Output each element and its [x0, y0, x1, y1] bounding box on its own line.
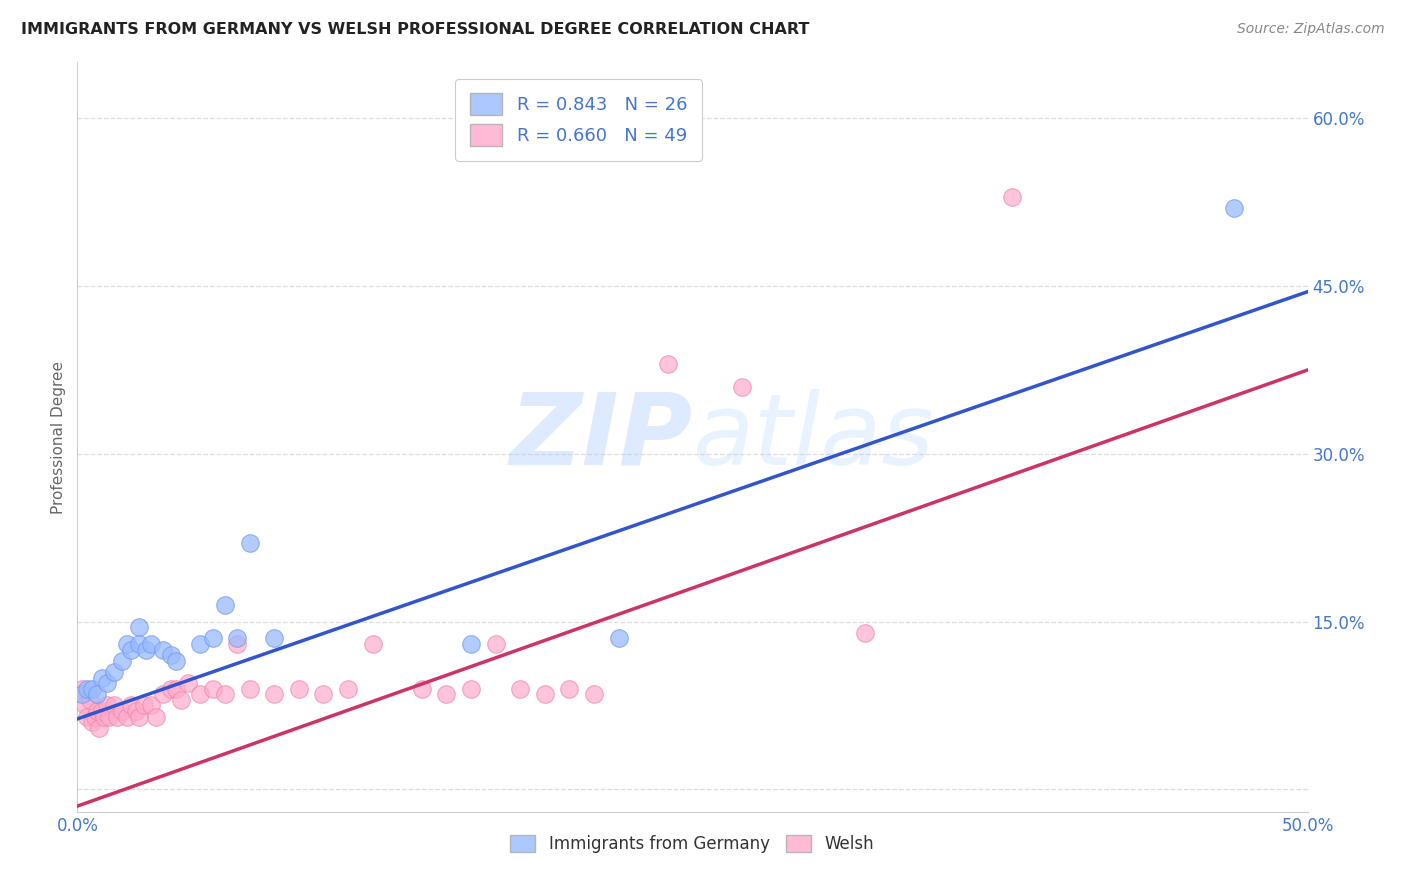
Point: [111, 704, 132, 718]
Point: [558, 681, 581, 696]
Point: [121, 698, 143, 713]
Point: [731, 380, 754, 394]
Point: [657, 358, 679, 372]
Point: [509, 681, 531, 696]
Point: [111, 654, 132, 668]
Point: [105, 709, 128, 723]
Point: [226, 632, 249, 646]
Point: [1001, 189, 1024, 203]
Point: [485, 637, 508, 651]
Point: [96, 676, 118, 690]
Point: [128, 709, 150, 723]
Point: [160, 681, 183, 696]
Point: [90, 704, 114, 718]
Point: [128, 637, 150, 651]
Point: [73, 698, 96, 713]
Point: [132, 698, 155, 713]
Text: Source: ZipAtlas.com: Source: ZipAtlas.com: [1237, 22, 1385, 37]
Point: [460, 681, 482, 696]
Point: [152, 687, 174, 701]
Point: [165, 681, 187, 696]
Point: [70, 681, 93, 696]
Point: [103, 698, 125, 713]
Point: [201, 681, 224, 696]
Point: [239, 681, 262, 696]
Point: [411, 681, 433, 696]
Point: [141, 637, 163, 651]
Point: [82, 715, 104, 730]
Point: [226, 637, 249, 651]
Point: [115, 637, 138, 651]
Point: [115, 709, 138, 723]
Point: [90, 671, 114, 685]
Point: [583, 687, 606, 701]
Point: [188, 687, 212, 701]
Point: [145, 709, 167, 723]
Point: [188, 637, 212, 651]
Point: [128, 620, 150, 634]
Point: [121, 642, 143, 657]
Point: [436, 687, 458, 701]
Point: [361, 637, 384, 651]
Point: [165, 654, 187, 668]
Point: [1223, 201, 1246, 215]
Point: [86, 704, 108, 718]
Point: [82, 681, 104, 696]
Point: [288, 681, 311, 696]
Point: [263, 632, 285, 646]
Point: [312, 687, 335, 701]
Point: [263, 687, 285, 701]
Point: [135, 642, 157, 657]
Point: [70, 687, 93, 701]
Point: [86, 687, 108, 701]
Point: [89, 721, 111, 735]
Point: [460, 637, 482, 651]
Point: [201, 632, 224, 646]
Point: [534, 687, 557, 701]
Point: [214, 687, 236, 701]
Point: [853, 625, 876, 640]
Point: [607, 632, 630, 646]
Y-axis label: Professional Degree: Professional Degree: [51, 360, 66, 514]
Point: [337, 681, 360, 696]
Point: [76, 709, 98, 723]
Point: [141, 698, 163, 713]
Point: [103, 665, 125, 679]
Point: [98, 709, 121, 723]
Point: [96, 698, 118, 713]
Point: [76, 681, 98, 696]
Point: [160, 648, 183, 662]
Point: [214, 598, 236, 612]
Point: [170, 693, 193, 707]
Point: [152, 642, 174, 657]
Point: [239, 536, 262, 550]
Point: [79, 693, 101, 707]
Legend: Immigrants from Germany, Welsh: Immigrants from Germany, Welsh: [503, 828, 882, 860]
Point: [93, 709, 115, 723]
Point: [83, 709, 105, 723]
Text: IMMIGRANTS FROM GERMANY VS WELSH PROFESSIONAL DEGREE CORRELATION CHART: IMMIGRANTS FROM GERMANY VS WELSH PROFESS…: [21, 22, 810, 37]
Text: atlas: atlas: [693, 389, 934, 485]
Text: ZIP: ZIP: [509, 389, 693, 485]
Point: [177, 676, 200, 690]
Point: [125, 704, 148, 718]
